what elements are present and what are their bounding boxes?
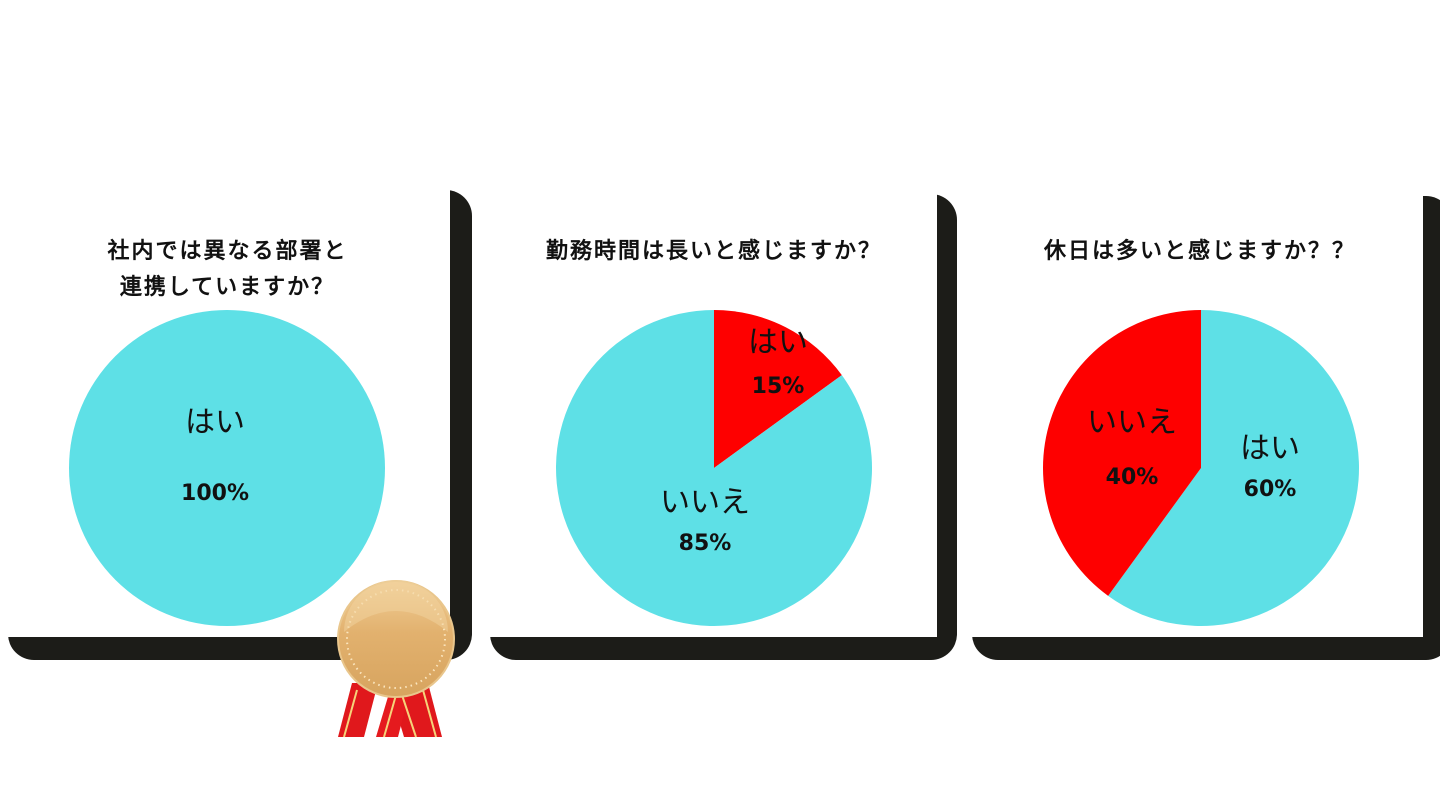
slice-label: いいえ — [1087, 405, 1177, 440]
chart-title-3-line-1: 休日は多いと感じますか？？ — [1043, 239, 1356, 264]
chart-title-1-line-1: 社内では異なる部署と — [107, 239, 348, 264]
slice-value-label: 40% — [1106, 465, 1159, 490]
pie-slice — [556, 310, 873, 626]
pie-slice — [714, 310, 842, 468]
pie-chart-1: はい 100% — [69, 310, 385, 626]
slice-value-label: 60% — [1244, 477, 1297, 502]
chart-title-2: 勤務時間は長いと感じますか？ — [478, 234, 950, 270]
slice-value-label: 100% — [181, 481, 249, 506]
slice-label: いいえ — [660, 485, 750, 520]
pie-slice — [1043, 310, 1201, 596]
slice-value-label: 15% — [752, 374, 805, 399]
pie-slice — [1108, 310, 1360, 627]
pie-chart-2: はい 15% いいえ 85% — [556, 310, 873, 626]
slice-label: はい — [185, 405, 245, 440]
chart-title-2-line-1: 勤務時間は長いと感じますか？ — [545, 239, 882, 264]
pie-chart-3: はい 60% いいえ 40% — [1043, 310, 1360, 627]
pie-slice — [69, 310, 385, 626]
slice-value-label: 85% — [679, 531, 732, 556]
chart-title-1: 社内では異なる部署と 連携していますか？ — [0, 234, 455, 306]
chart-title-3: 休日は多いと感じますか？？ — [960, 234, 1440, 270]
chart-title-1-line-2: 連携していますか？ — [119, 275, 336, 300]
slice-label: はい — [748, 325, 808, 360]
slice-label: はい — [1240, 431, 1300, 466]
medal-icon — [337, 580, 455, 738]
